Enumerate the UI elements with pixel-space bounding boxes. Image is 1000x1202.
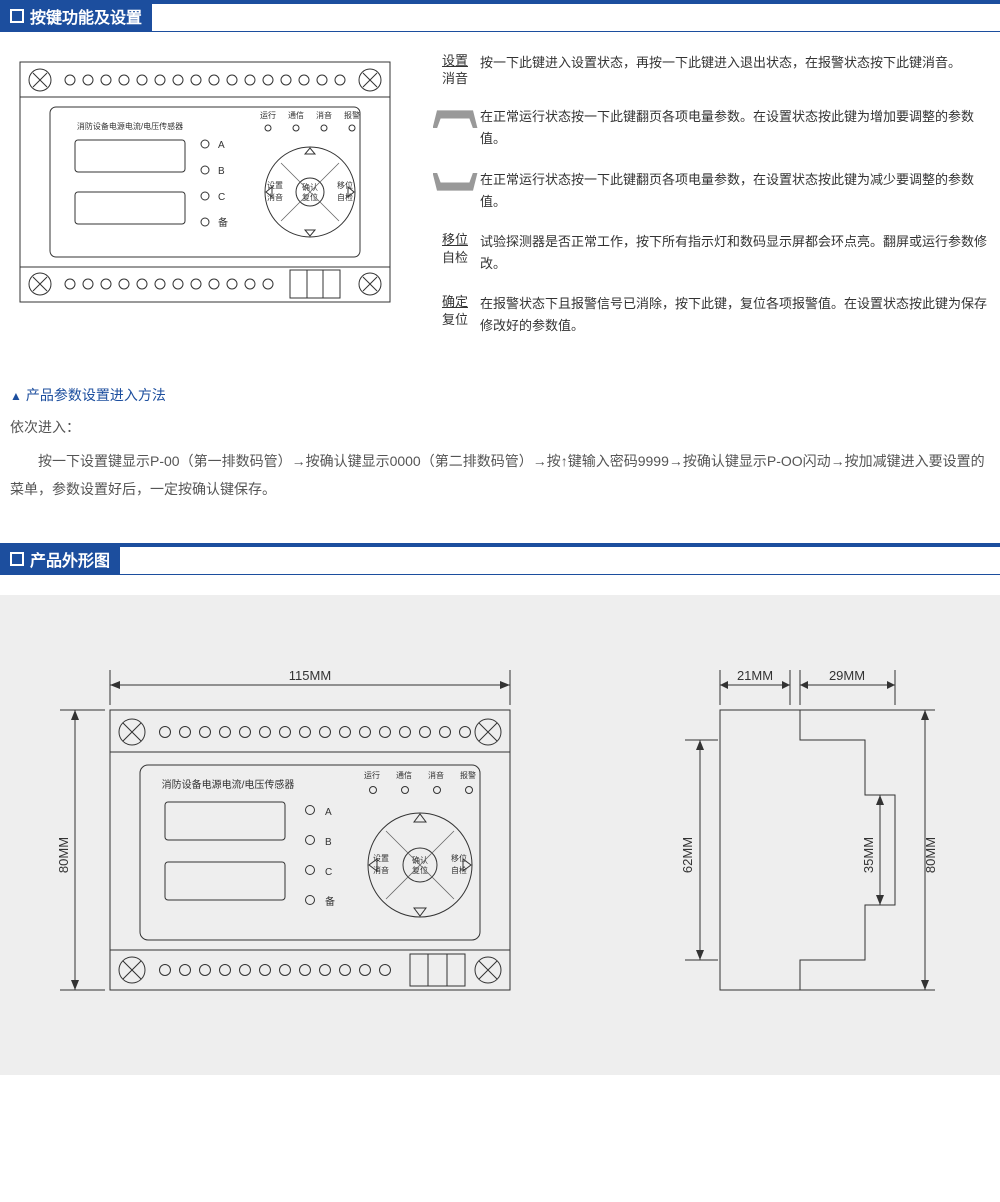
desc-label-bot: 消音 [430,70,480,88]
svg-text:C: C [325,867,332,878]
side-view: 21MM 29MM 62MM 35MM [670,655,950,1015]
dimensions-section: 115MM 80MM 消防设备电源电流/电压传感器 A [0,595,1000,1075]
svg-text:C: C [218,192,225,203]
svg-text:80MM: 80MM [56,837,71,873]
desc-label-top: 确定 [430,293,480,311]
svg-text:A: A [325,807,332,818]
desc-row: 确定 复位 在报警状态下且报警信号已消除，按下此键，复位各项报警值。在设置状态按… [430,293,990,337]
section-header-1: 按键功能及设置 [0,0,1000,32]
svg-text:通信: 通信 [396,770,412,780]
desc-text: 试验探测器是否正常工作，按下所有指示灯和数码显示屏都会环点亮。翻屏或运行参数修改… [480,231,990,275]
method-section: 产品参数设置进入方法 依次进入： 按一下设置键显示P-00（第一排数码管）→按确… [0,385,1000,543]
desc-text: 在正常运行状态按一下此键翻页各项电量参数，在设置状态按此键为减少要调整的参数值。 [480,169,990,213]
device-diagram-small: 消防设备电源电流/电压传感器 A B C 备 运行 通信 消音 报警 确认 复位 [10,52,400,355]
svg-text:80MM: 80MM [923,837,938,873]
svg-text:消防设备电源电流/电压传感器: 消防设备电源电流/电压传感器 [162,778,295,791]
button-function-section: 消防设备电源电流/电压传感器 A B C 备 运行 通信 消音 报警 确认 复位 [0,52,1000,385]
svg-text:21MM: 21MM [737,668,773,683]
header-icon [10,9,24,23]
desc-label-bot: 复位 [430,311,480,329]
desc-label-top: 移位 [430,231,480,249]
svg-text:B: B [218,166,225,177]
svg-text:62MM: 62MM [680,837,695,873]
svg-text:115MM: 115MM [289,668,331,683]
svg-text:运行: 运行 [364,770,380,780]
front-view: 115MM 80MM 消防设备电源电流/电压传感器 A [50,655,550,1015]
arrow-down-icon [433,173,478,191]
svg-text:设置: 设置 [267,180,283,190]
svg-text:B: B [325,837,332,848]
svg-text:复位: 复位 [302,192,318,202]
button-descriptions: 设置 消音 按一下此键进入设置状态，再按一下此键进入退出状态，在报警状态按下此键… [430,52,990,355]
section-title-1: 按键功能及设置 [30,4,142,28]
svg-text:35MM: 35MM [861,837,876,873]
desc-text: 按一下此键进入设置状态，再按一下此键进入退出状态，在报警状态按下此键消音。 [480,52,990,74]
method-sub: 依次进入： [10,417,990,437]
svg-text:通信: 通信 [288,110,304,120]
desc-row: 移位 自检 试验探测器是否正常工作，按下所有指示灯和数码显示屏都会环点亮。翻屏或… [430,231,990,275]
desc-label-bot: 自检 [430,249,480,267]
arrow-up-icon [433,110,478,128]
svg-text:报警: 报警 [344,110,360,120]
svg-text:消音: 消音 [316,110,332,120]
section-header-2: 产品外形图 [0,543,1000,575]
section-title-2: 产品外形图 [30,547,110,571]
desc-row: 在正常运行状态按一下此键翻页各项电量参数，在设置状态按此键为减少要调整的参数值。 [430,169,990,213]
svg-text:确认: 确认 [412,855,428,865]
svg-text:自检: 自检 [451,865,467,875]
svg-text:自检: 自检 [337,192,353,202]
method-title: 产品参数设置进入方法 [10,385,990,405]
svg-text:报警: 报警 [460,770,476,780]
svg-text:消音: 消音 [267,192,283,202]
svg-text:29MM: 29MM [829,668,865,683]
desc-text: 在正常运行状态按一下此键翻页各项电量参数。在设置状态按此键为增加要调整的参数值。 [480,106,990,150]
panel-title: 消防设备电源电流/电压传感器 [77,121,183,131]
svg-text:备: 备 [218,216,228,229]
svg-text:消音: 消音 [373,865,389,875]
method-body: 按一下设置键显示P-00（第一排数码管）→按确认键显示0000（第二排数码管）→… [10,447,990,503]
svg-text:移位: 移位 [451,853,467,863]
svg-text:备: 备 [325,895,335,908]
svg-text:设置: 设置 [373,853,389,863]
desc-row: 在正常运行状态按一下此键翻页各项电量参数。在设置状态按此键为增加要调整的参数值。 [430,106,990,150]
desc-text: 在报警状态下且报警信号已消除，按下此键，复位各项报警值。在设置状态按此键为保存修… [480,293,990,337]
svg-text:消音: 消音 [428,770,444,780]
svg-text:运行: 运行 [260,110,276,120]
svg-text:确认: 确认 [302,182,318,192]
svg-text:复位: 复位 [412,865,428,875]
header-icon [10,552,24,566]
svg-text:移位: 移位 [337,180,353,190]
desc-label-top: 设置 [430,52,480,70]
svg-text:A: A [218,140,225,151]
desc-row: 设置 消音 按一下此键进入设置状态，再按一下此键进入退出状态，在报警状态按下此键… [430,52,990,88]
